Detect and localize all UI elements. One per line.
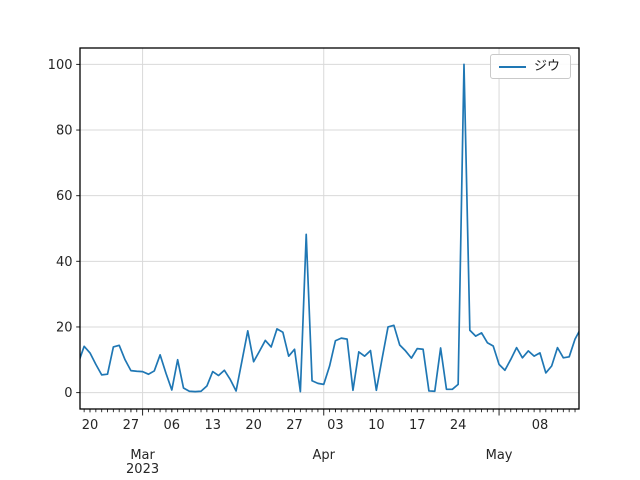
- x-tick-label: 17: [409, 418, 426, 433]
- x-tick-label: 08: [532, 418, 549, 433]
- month-label: Mar: [130, 448, 155, 463]
- axes-frame: [79, 47, 580, 410]
- legend-label: ジウ: [534, 59, 561, 74]
- x-tick-label: 10: [368, 418, 385, 433]
- x-tick-label: 20: [245, 418, 262, 433]
- y-tick-label: 100: [48, 58, 73, 73]
- x-tick-label: 20: [82, 418, 99, 433]
- x-tick-label: 03: [327, 418, 344, 433]
- x-tick-label: 27: [123, 418, 140, 433]
- y-tick-label: 60: [56, 189, 73, 204]
- y-tick-label: 40: [56, 255, 73, 270]
- month-label: May: [486, 448, 513, 463]
- x-tick-label: 13: [204, 418, 221, 433]
- x-tick-label: 27: [286, 418, 303, 433]
- year-label: 2023: [126, 462, 159, 477]
- x-tick-label: 24: [450, 418, 467, 433]
- data-line: [80, 63, 579, 393]
- legend-line-sample: [499, 65, 526, 68]
- y-tick-label: 80: [56, 124, 73, 139]
- x-tick-label: 06: [164, 418, 181, 433]
- legend: ジウ: [490, 54, 571, 79]
- y-tick-label: 0: [64, 386, 72, 401]
- month-label: Apr: [312, 448, 335, 463]
- y-tick-label: 20: [56, 320, 73, 335]
